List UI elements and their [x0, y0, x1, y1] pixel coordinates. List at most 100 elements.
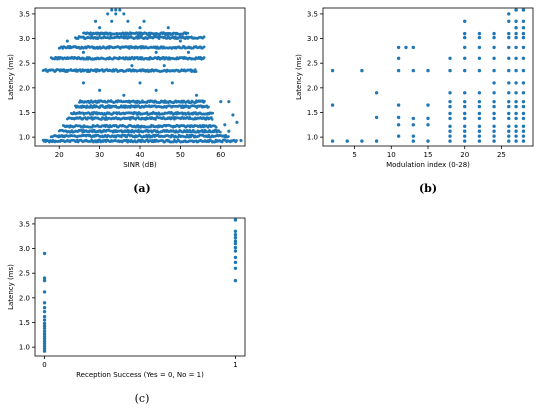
data-point: [492, 134, 496, 138]
data-point: [477, 68, 482, 73]
data-point: [477, 116, 482, 121]
data-point: [374, 139, 379, 143]
data-point: [178, 39, 182, 43]
data-point: [514, 45, 518, 50]
data-point: [235, 120, 239, 124]
data-point: [477, 129, 482, 133]
data-point: [98, 26, 102, 30]
x-tick-label: 1: [233, 361, 237, 369]
panel-a: 20 30 40 50 60 1.0 1.5 2.0 2.5 3.0 3.5 SINR (dB) Lat…: [7, 7, 246, 195]
data-point: [42, 341, 47, 346]
data-point: [507, 56, 511, 60]
panel-caption-a: (a): [133, 182, 151, 195]
data-point: [514, 19, 518, 24]
data-point: [396, 68, 401, 73]
data-point: [193, 68, 197, 71]
data-point: [463, 124, 467, 128]
data-point: [463, 116, 467, 121]
data-point: [521, 91, 526, 95]
x-axis-label: Modulation index (0-28): [386, 161, 470, 169]
data-point: [492, 45, 496, 50]
data-point: [463, 129, 467, 133]
data-point: [239, 139, 243, 143]
data-point: [330, 139, 335, 143]
x-tick-label: 10: [387, 151, 396, 159]
data-point: [227, 129, 231, 133]
data-point: [521, 124, 526, 128]
data-point: [463, 111, 467, 116]
data-point: [477, 104, 482, 109]
data-point: [233, 278, 238, 283]
data-point: [507, 68, 511, 73]
y-tick-label: 2.0: [19, 84, 30, 92]
data-point: [223, 123, 227, 127]
data-point: [81, 81, 86, 85]
data-point: [448, 68, 452, 73]
data-point: [42, 318, 47, 322]
data-point: [142, 19, 146, 23]
data-point: [492, 81, 496, 85]
y-axis-label: Latency (ms): [7, 54, 15, 100]
data-point: [227, 135, 230, 138]
data-point: [492, 124, 496, 128]
data-point: [426, 123, 430, 127]
data-point: [166, 26, 170, 30]
data-point: [330, 68, 335, 73]
y-tick-label: 2.5: [19, 60, 30, 68]
data-point: [42, 278, 47, 283]
data-point: [169, 135, 173, 139]
data-point: [463, 104, 467, 109]
data-point: [203, 100, 206, 103]
data-point: [76, 37, 80, 40]
data-point: [374, 115, 379, 120]
data-point: [514, 8, 518, 12]
data-point: [42, 346, 47, 351]
y-tick-label: 1.5: [19, 109, 30, 117]
data-point: [507, 19, 511, 24]
data-point: [521, 31, 526, 36]
data-point: [521, 134, 526, 138]
data-point: [448, 124, 452, 128]
data-point: [507, 139, 511, 143]
data-point: [448, 91, 452, 95]
data-point: [507, 91, 511, 95]
data-point: [463, 139, 467, 143]
data-point: [233, 249, 238, 253]
data-point: [521, 116, 526, 121]
scatter-points-a: [41, 8, 243, 144]
data-point: [154, 88, 158, 92]
y-axis-label: Latency (ms): [7, 264, 15, 310]
data-point: [130, 64, 134, 68]
data-point: [122, 93, 126, 97]
data-point: [514, 91, 518, 95]
data-point: [106, 12, 110, 16]
x-axis-label: SINR (dB): [123, 161, 157, 169]
data-point: [507, 104, 511, 109]
data-point: [42, 329, 47, 334]
data-point: [514, 134, 518, 138]
data-point: [477, 45, 482, 50]
data-point: [42, 334, 47, 338]
data-point: [411, 134, 416, 138]
data-point: [42, 339, 47, 343]
data-point: [514, 26, 518, 30]
data-point: [42, 326, 47, 331]
data-point: [463, 68, 467, 73]
data-point: [110, 19, 114, 23]
data-point: [42, 349, 47, 353]
y-tick-label: 1.0: [19, 134, 30, 142]
data-point: [514, 111, 518, 116]
data-point: [218, 130, 222, 134]
data-point: [492, 35, 496, 40]
y-tick-label: 3.0: [19, 245, 30, 253]
data-point: [507, 31, 511, 36]
data-point: [521, 45, 526, 50]
data-point: [448, 104, 452, 109]
data-point: [426, 116, 430, 121]
data-point: [157, 37, 161, 40]
data-point: [202, 35, 206, 39]
data-point: [492, 139, 496, 143]
data-point: [521, 35, 526, 40]
data-point: [194, 70, 198, 73]
data-point: [396, 45, 401, 50]
